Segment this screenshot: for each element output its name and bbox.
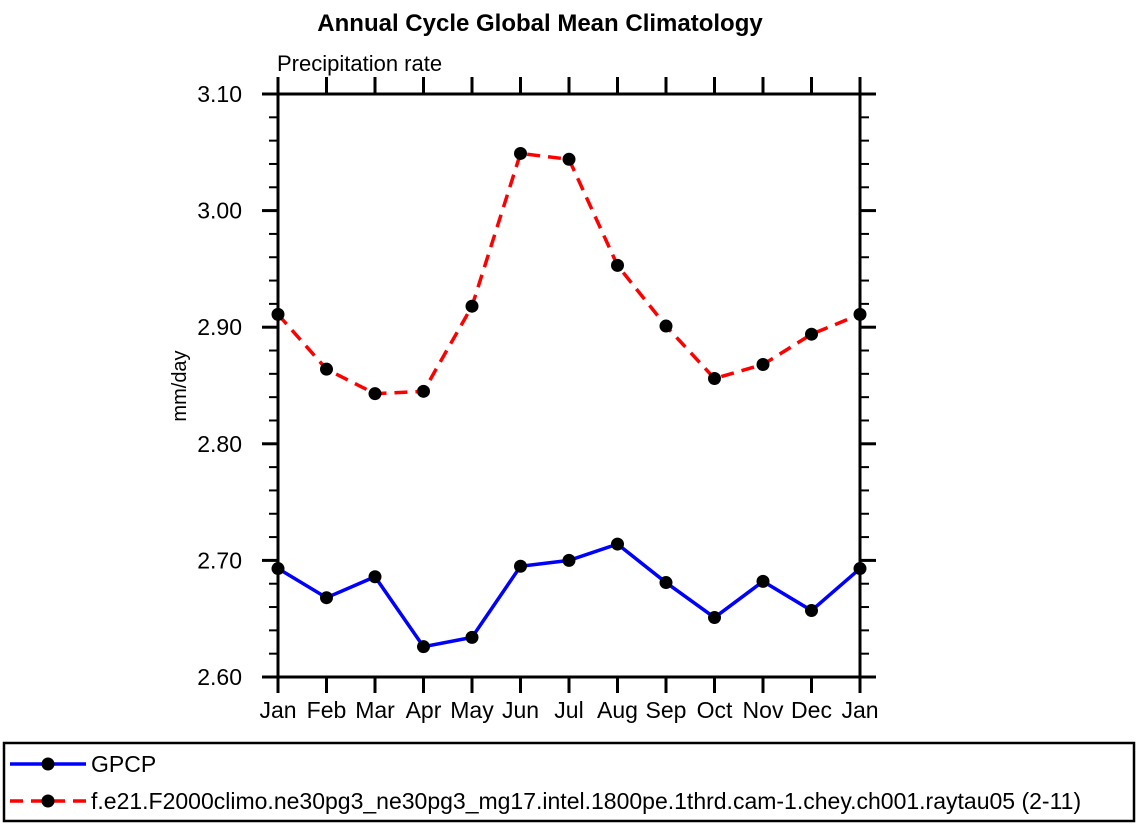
legend: GPCP f.e21.F2000climo.ne30pg3_ne30pg3_mg1… (2, 741, 1136, 823)
series-0-marker-7 (611, 537, 624, 551)
legend-label-0: GPCP (91, 751, 156, 777)
x-tick-label: Jan (841, 697, 878, 723)
legend-label-1: f.e21.F2000climo.ne30pg3_ne30pg3_mg17.in… (91, 788, 1081, 814)
series-0-marker-5 (514, 559, 527, 573)
series-1-marker-5 (514, 146, 527, 160)
chart-subtitle: Precipitation rate (277, 51, 442, 76)
series-0-marker-0 (271, 562, 285, 576)
series-1-marker-8 (659, 319, 673, 333)
series-1-marker-2 (368, 387, 382, 401)
chart-title: Annual Cycle Global Mean Climatology (317, 10, 763, 37)
series-0-marker-2 (368, 570, 382, 584)
series-0-marker-11 (805, 604, 818, 618)
series-1-marker-10 (756, 358, 770, 372)
series-1-marker-4 (465, 299, 479, 313)
x-tick-label: May (450, 697, 494, 723)
x-tick-label: Dec (791, 697, 832, 723)
y-tick-label: 2.80 (197, 431, 242, 457)
series-0-marker-6 (562, 553, 576, 567)
series-1-marker-0 (271, 307, 285, 321)
series-1-marker-11 (805, 327, 818, 341)
y-axis-label: mm/day (169, 350, 191, 421)
series-0-marker-1 (320, 591, 333, 605)
series-1-marker-7 (611, 258, 624, 272)
series-0-marker-12 (853, 562, 867, 576)
series-0-marker-4 (465, 630, 479, 644)
x-tick-label: Nov (743, 697, 784, 723)
legend-box (2, 741, 1136, 823)
plot-series (271, 146, 867, 654)
y-tick-label: 2.90 (197, 314, 242, 340)
x-tick-label: Jun (502, 697, 539, 723)
plot-border (276, 92, 862, 679)
x-tick-label: Jan (259, 697, 296, 723)
series-1-marker-6 (562, 152, 576, 166)
series-1-marker-1 (320, 362, 333, 376)
y-tick-label: 2.70 (197, 547, 242, 573)
x-tick-label: Jul (554, 697, 583, 723)
y-tick-label: 3.10 (197, 81, 242, 107)
x-tick-label: Sep (646, 697, 687, 723)
series-0-marker-8 (659, 576, 673, 590)
y-tick-label: 2.60 (197, 664, 242, 690)
series-1-marker-9 (708, 372, 721, 386)
legend-marker-1 (41, 794, 55, 808)
series-1-marker-12 (853, 307, 867, 321)
series-0-marker-10 (756, 574, 770, 588)
plot-axes: Jan Feb Mar Apr May Jun Jul Aug Sep Oct Nov Dec Jan 2… (197, 77, 879, 723)
x-tick-label: Mar (355, 697, 395, 723)
series-1-marker-3 (417, 384, 430, 398)
series-0-marker-9 (708, 611, 721, 625)
x-tick-label: Aug (597, 697, 638, 723)
series-line-1 (276, 151, 861, 396)
legend-marker-0 (41, 757, 55, 771)
x-tick-label: Oct (697, 697, 733, 723)
y-tick-label: 3.00 (197, 198, 242, 224)
series-0-marker-3 (417, 640, 430, 654)
x-tick-label: Feb (307, 697, 347, 723)
x-tick-label: Apr (406, 697, 442, 723)
